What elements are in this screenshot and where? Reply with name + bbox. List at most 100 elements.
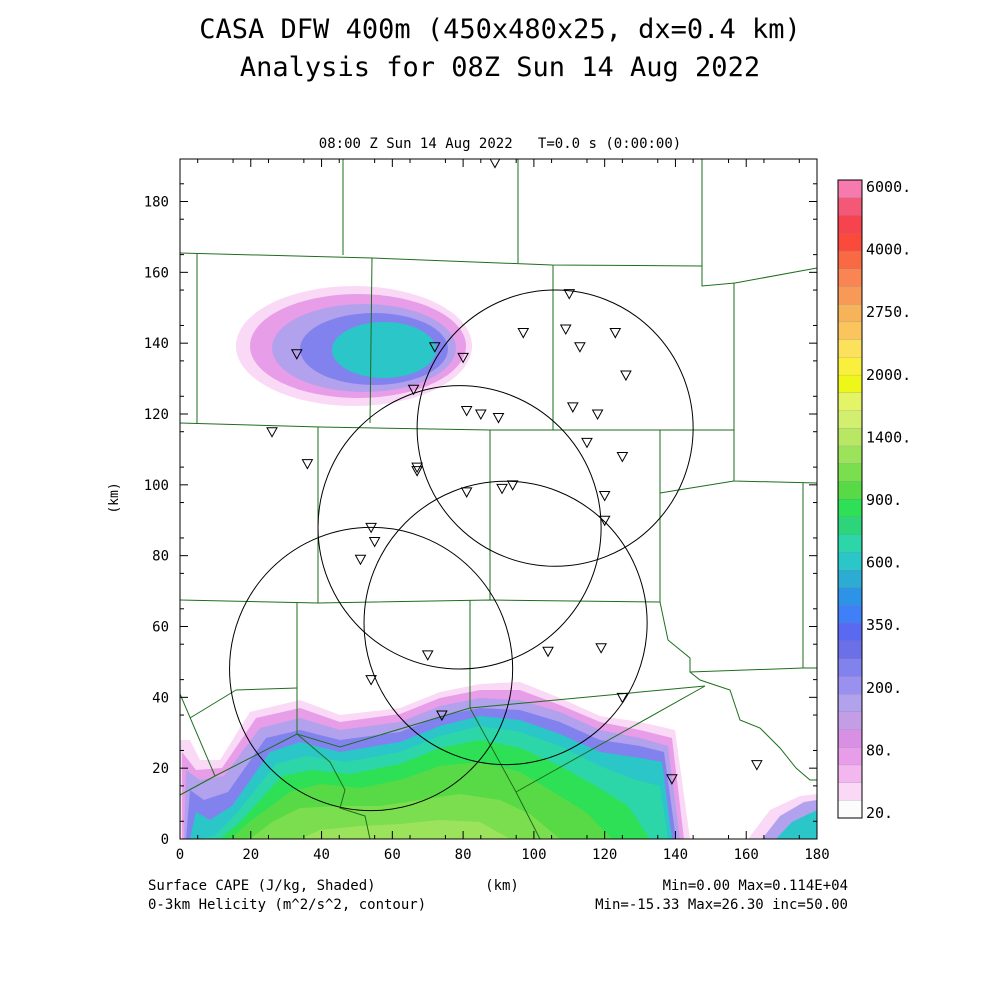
station-marker-icon — [460, 487, 473, 498]
colorbar-swatch — [838, 534, 862, 553]
station-marker-icon — [581, 437, 593, 449]
radar-range-circle — [416, 289, 694, 567]
station-marker-icon — [489, 159, 501, 169]
colorbar-swatch — [838, 481, 862, 499]
station-marker-icon — [666, 774, 678, 785]
figure-title-line-2: Analysis for 08Z Sun 14 Aug 2022 — [239, 52, 761, 83]
y-tick-label: 80 — [152, 549, 169, 565]
colorbar-swatch — [838, 800, 862, 818]
colorbar-label: 600. — [866, 554, 902, 572]
cape-corner-se-500 — [776, 810, 817, 839]
station-marker-icon — [566, 402, 579, 413]
county-line — [180, 599, 661, 604]
y-tick-label: 0 — [161, 832, 169, 848]
station-marker-icon — [591, 409, 604, 421]
station-marker-icon — [411, 462, 423, 474]
station-marker-icon — [354, 554, 367, 566]
colorbar-frame — [837, 179, 863, 819]
helicity-contours — [229, 289, 694, 812]
x-axis-label: (km) — [485, 878, 519, 894]
y-tick-label: 120 — [144, 407, 169, 423]
y-tick-label: 180 — [144, 195, 169, 211]
station-marker-icon — [563, 289, 576, 300]
cape-cell-north-500 — [332, 322, 436, 378]
cape-shading — [180, 286, 817, 839]
county-line — [369, 257, 373, 424]
colorbar-swatch — [838, 640, 862, 659]
county-line — [689, 671, 817, 781]
station-marker-icon — [496, 483, 508, 495]
color-scale-bar: 6000. 4000. 2750. 2000. 1400. 900. 600. 350. 200… — [837, 178, 911, 822]
station-marker-icon — [460, 405, 473, 417]
x-tick-label: 120 — [592, 847, 617, 863]
footer-field-contour: 0-3km Helicity (m^2/s^2, contour) — [148, 897, 426, 913]
colorbar-swatch — [838, 250, 862, 269]
colorbar-swatch — [838, 747, 862, 765]
county-line — [515, 791, 541, 839]
x-tick-label: 20 — [242, 847, 259, 863]
x-axis: 0 20 40 60 80 100 120 140 160 180 — [176, 159, 830, 863]
colorbar-label: 80. — [866, 741, 893, 759]
colorbar-swatch — [838, 658, 862, 677]
colorbar-swatch — [838, 499, 862, 517]
county-line — [180, 685, 706, 796]
y-tick-label: 60 — [152, 620, 169, 636]
x-tick-label: 140 — [663, 847, 688, 863]
county-line — [235, 687, 298, 691]
y-tick-label: 140 — [144, 336, 169, 352]
colorbar-label: 350. — [866, 616, 902, 634]
colorbar-swatch — [838, 587, 862, 606]
colorbar-swatch — [838, 729, 862, 748]
colorbar-swatch — [838, 357, 862, 375]
station-marker-icon — [436, 710, 448, 722]
y-tick-label: 20 — [152, 761, 169, 777]
colorbar-label: 2000. — [866, 366, 911, 384]
colorbar-swatch — [838, 463, 862, 482]
station-marker-icon — [290, 349, 303, 360]
colorbar-swatch — [838, 197, 862, 216]
valid-time-subtitle: 08:00 Z Sun 14 Aug 2022 T=0.0 s (0:00:00… — [318, 136, 682, 152]
station-marker-icon — [609, 328, 622, 339]
colorbar-label: 200. — [866, 679, 902, 697]
colorbar-swatch — [838, 605, 862, 624]
station-marker-icon — [266, 427, 278, 438]
station-marker-icon — [620, 370, 632, 382]
colorbar-label: 2750. — [866, 303, 911, 321]
colorbar-swatch — [838, 623, 862, 641]
y-tick-label: 100 — [144, 478, 169, 494]
x-tick-label: 0 — [176, 847, 184, 863]
station-marker-icon — [421, 650, 434, 661]
station-marker-icon — [365, 522, 377, 534]
colorbar-swatch — [838, 321, 862, 340]
station-marker-icon — [616, 692, 629, 704]
colorbar-swatch — [838, 268, 862, 287]
x-tick-label: 160 — [734, 847, 759, 863]
station-marker-icon — [368, 537, 381, 548]
x-tick-label: 80 — [455, 847, 472, 863]
colorbar-swatch — [838, 374, 862, 393]
county-line — [189, 689, 237, 719]
county-line — [659, 480, 735, 494]
colorbar-swatch — [838, 552, 862, 570]
county-boundaries — [180, 159, 817, 839]
station-marker-icon — [365, 675, 377, 686]
station-marker-icon — [598, 515, 611, 527]
county-line — [180, 252, 703, 267]
county-line — [659, 601, 817, 673]
cape-plume-south-1100 — [300, 820, 510, 839]
colorbar-swatch — [838, 233, 862, 251]
colorbar-swatch — [838, 428, 862, 446]
county-line — [733, 283, 817, 484]
county-line — [180, 422, 734, 431]
colorbar-swatch — [838, 304, 862, 322]
footer-contour-range: Min=-15.33 Max=26.30 inc=50.00 — [595, 897, 848, 913]
radar-range-circle — [229, 526, 514, 812]
county-line — [296, 733, 371, 839]
colorbar-swatch — [838, 445, 862, 464]
colorbar-swatch — [838, 676, 862, 694]
colorbar-label: 20. — [866, 804, 893, 822]
station-marker-icon — [474, 409, 487, 421]
x-tick-label: 40 — [313, 847, 330, 863]
x-tick-label: 180 — [804, 847, 829, 863]
colorbar-swatch — [838, 286, 862, 305]
